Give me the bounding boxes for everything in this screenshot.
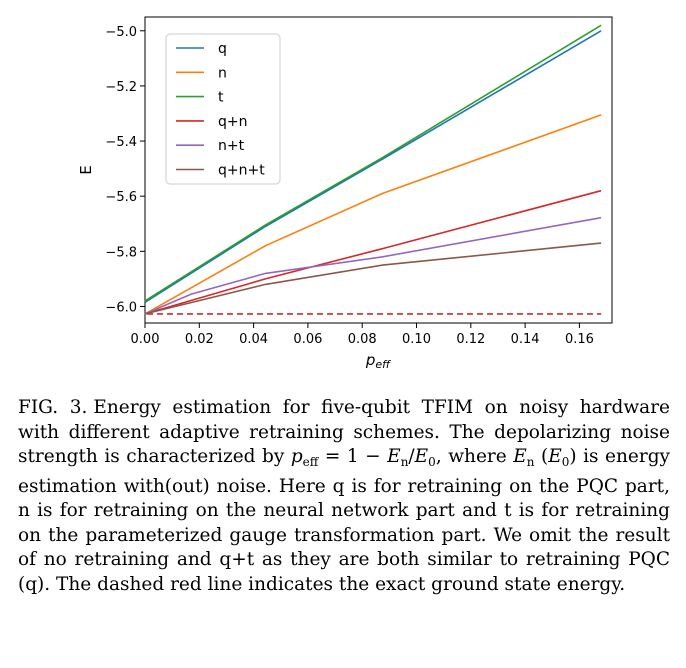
x-tick-label: 0.04 (239, 332, 268, 347)
series-line-n (144, 114, 602, 315)
caption-label: FIG. 3. (18, 397, 88, 418)
eq-middle: = 1 − (318, 446, 388, 467)
caption-text-1: Energy estimation for five-qubit TFIM on… (18, 397, 670, 467)
series-line-t (144, 24, 602, 302)
y-tick-label: −5.0 (105, 25, 137, 40)
caption-text-3: is energy estimation with(out) noise. He… (18, 446, 671, 595)
y-axis-label: E (77, 165, 95, 174)
plot-frame (144, 16, 613, 324)
x-tick-label: 0.08 (348, 332, 377, 347)
y-tick-label: −5.2 (105, 80, 137, 95)
figure-caption: FIG. 3. Energy estimation for five-qubit … (18, 396, 670, 597)
eq-p: p (290, 446, 303, 467)
legend-label: q+n+t (218, 163, 265, 179)
y-tick-label: −5.8 (105, 245, 137, 260)
y-tick-label: −5.6 (105, 190, 137, 205)
x-tick-label: 0.10 (402, 332, 431, 347)
x-tick-label: 0.00 (131, 332, 160, 347)
x-tick-label: 0.06 (293, 332, 322, 347)
caption-text-2: , where (435, 446, 514, 467)
eq-slash: / (408, 446, 415, 467)
paren-open: ( (534, 446, 549, 467)
legend-label: n+t (218, 138, 245, 154)
series-line-n+t (144, 216, 602, 315)
eq-en: E (387, 446, 401, 467)
x-tick-label: 0.02 (185, 332, 214, 347)
paren-close: ) (569, 446, 577, 467)
series-line-q+n (144, 189, 602, 315)
where-e0-sub: 0 (561, 455, 570, 469)
x-tick-label: 0.16 (565, 332, 594, 347)
series-lines (144, 24, 602, 315)
y-tick-label: −6.0 (105, 300, 137, 315)
legend-label: q+n (218, 114, 248, 130)
eq-en-sub: n (400, 455, 409, 469)
legend-label: q (218, 41, 227, 57)
series-line-q+n+t (144, 242, 602, 315)
x-tick-label: 0.12 (456, 332, 485, 347)
eq-p-sub: eff (302, 455, 319, 469)
legend-label: n (218, 65, 227, 81)
x-axis-label: peff (365, 351, 391, 371)
eq-e0-sub: 0 (428, 455, 436, 469)
where-en-sub: n (526, 455, 535, 469)
y-tick-label: −5.4 (105, 135, 137, 150)
y-axis-ticks: −6.0 −5.8 −5.6 −5.4 −5.2 −5.0 (105, 25, 145, 315)
x-axis-label-sub: eff (375, 358, 391, 371)
where-en: E (513, 446, 527, 467)
legend: qnt q+n n+t q+n+t (165, 33, 281, 185)
where-e0: E (548, 446, 562, 467)
series-line-q (144, 30, 602, 303)
x-tick-label: 0.14 (511, 332, 540, 347)
x-axis-ticks: 0.00 0.02 0.04 0.06 0.08 0.10 0.12 0.14 0.16 (131, 323, 594, 347)
legend-label: t (218, 90, 224, 106)
energy-chart: 0.00 0.02 0.04 0.06 0.08 0.10 0.12 0.14 0.16 −6.… (77, 16, 613, 371)
eq-e0: E (414, 446, 429, 467)
